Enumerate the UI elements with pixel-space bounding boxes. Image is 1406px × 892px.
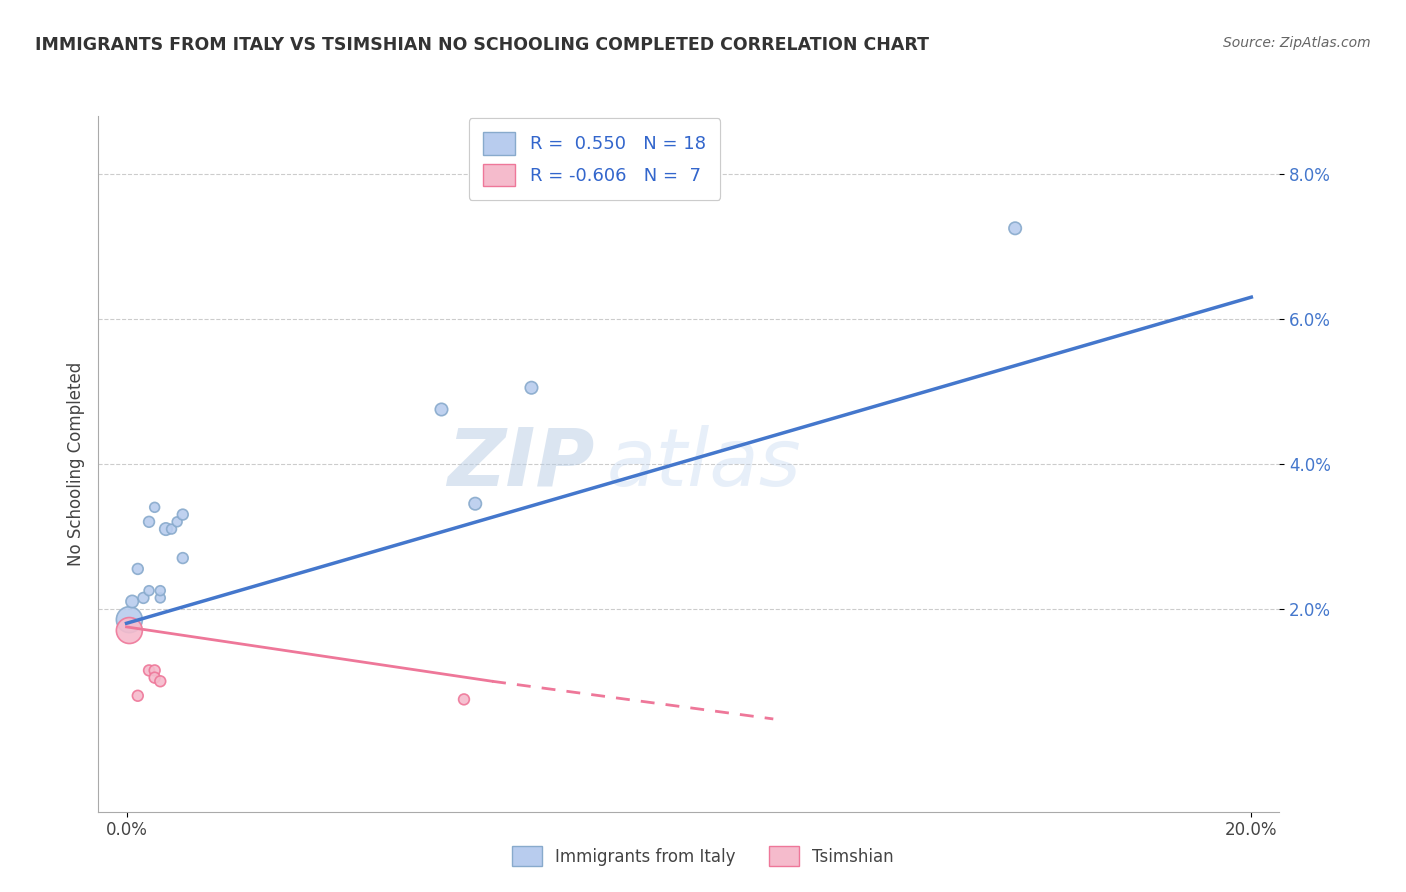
Text: IMMIGRANTS FROM ITALY VS TSIMSHIAN NO SCHOOLING COMPLETED CORRELATION CHART: IMMIGRANTS FROM ITALY VS TSIMSHIAN NO SC… xyxy=(35,36,929,54)
Point xyxy=(1004,221,1026,235)
Point xyxy=(143,500,166,515)
Point xyxy=(149,583,172,598)
Point xyxy=(464,497,486,511)
Point xyxy=(520,381,543,395)
Point xyxy=(118,613,141,627)
Legend: R =  0.550   N = 18, R = -0.606   N =  7: R = 0.550 N = 18, R = -0.606 N = 7 xyxy=(468,118,720,200)
Point xyxy=(172,551,194,566)
Point xyxy=(143,664,166,678)
Point xyxy=(138,583,160,598)
Point xyxy=(118,624,141,638)
Point xyxy=(160,522,183,536)
Point xyxy=(127,562,149,576)
Point xyxy=(132,591,155,605)
Text: ZIP: ZIP xyxy=(447,425,595,503)
Point xyxy=(138,664,160,678)
Point xyxy=(155,522,177,536)
Point xyxy=(127,689,149,703)
Point xyxy=(430,402,453,417)
Y-axis label: No Schooling Completed: No Schooling Completed xyxy=(66,362,84,566)
Point xyxy=(149,674,172,689)
Point xyxy=(138,515,160,529)
Text: atlas: atlas xyxy=(606,425,801,503)
Point xyxy=(166,515,188,529)
Point xyxy=(143,671,166,685)
Point xyxy=(172,508,194,522)
Text: Source: ZipAtlas.com: Source: ZipAtlas.com xyxy=(1223,36,1371,50)
Point xyxy=(149,591,172,605)
Legend: Immigrants from Italy, Tsimshian: Immigrants from Italy, Tsimshian xyxy=(503,838,903,875)
Point xyxy=(121,594,143,608)
Point xyxy=(453,692,475,706)
